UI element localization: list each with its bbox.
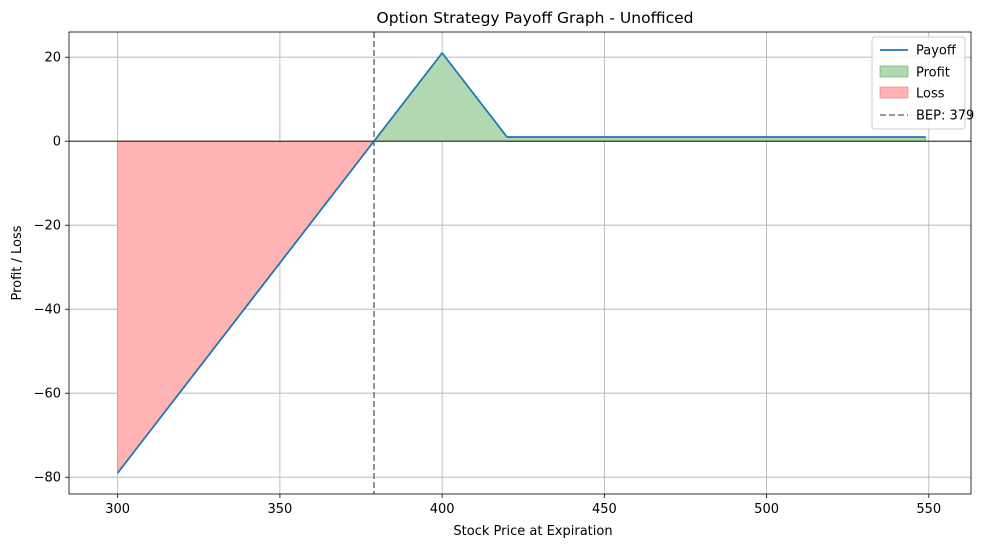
series-lines	[69, 32, 971, 494]
legend-profit-swatch	[879, 65, 909, 78]
payoff-line	[116, 52, 926, 474]
y-tick-label: −40	[34, 303, 61, 318]
legend-label: Profit	[916, 66, 950, 81]
plot-frame	[68, 31, 972, 495]
legend-loss-swatch	[879, 86, 909, 99]
x-tick-label: 550	[916, 502, 941, 517]
chart-title: Option Strategy Payoff Graph - Unofficed	[377, 9, 694, 27]
y-tick-label: −60	[34, 387, 61, 402]
y-tick-label: 0	[53, 135, 61, 150]
y-tick-label: −80	[34, 471, 61, 486]
x-tick-label: 400	[430, 502, 455, 517]
y-axis-label: Profit / Loss	[10, 225, 25, 300]
tick-labels: 300 350 400 450 500 550 −80 −60 −40 −20 0 20	[34, 51, 942, 517]
y-tick-label: −20	[34, 219, 61, 234]
axes	[68, 31, 972, 495]
legend-label: Loss	[916, 87, 945, 102]
x-tick-label: 300	[105, 502, 130, 517]
x-tick-label: 500	[754, 502, 779, 517]
legend-label: BEP: 379	[916, 109, 974, 124]
x-tick-label: 350	[267, 502, 292, 517]
legend: Payoff Profit Loss BEP: 379	[871, 36, 974, 130]
legend-label: Payoff	[916, 44, 957, 59]
x-axis-label: Stock Price at Expiration	[453, 524, 612, 539]
x-tick-label: 450	[592, 502, 617, 517]
legend-box	[871, 36, 966, 130]
y-tick-label: 20	[44, 51, 61, 66]
